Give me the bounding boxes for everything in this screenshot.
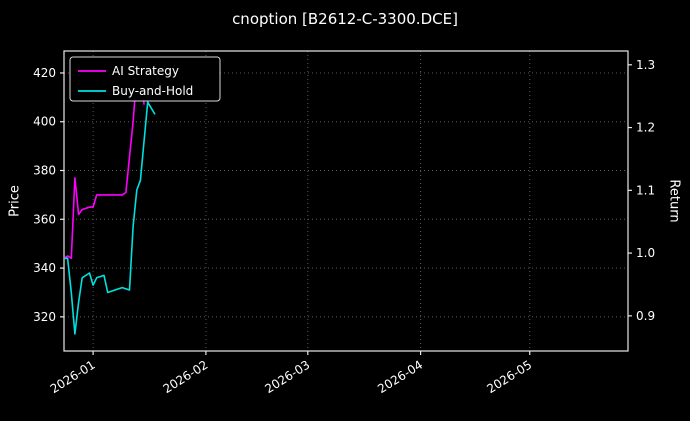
y-left-tick-label: 340 bbox=[33, 261, 56, 275]
y-left-tick-label: 360 bbox=[33, 212, 56, 226]
legend-box bbox=[69, 56, 221, 102]
x-tick-label: 2026-05 bbox=[484, 358, 534, 396]
series-lines bbox=[63, 72, 156, 335]
plot-border bbox=[63, 50, 629, 352]
y-right-tick-label: 1.0 bbox=[636, 246, 655, 260]
y-right-tick-label: 1.1 bbox=[636, 183, 655, 197]
line-buy-and-hold bbox=[64, 101, 156, 335]
y-left-tick-label: 380 bbox=[33, 164, 56, 178]
y-right-tick-label: 1.3 bbox=[636, 58, 655, 72]
y-right-tick-label: 0.9 bbox=[636, 309, 655, 323]
legend-label: Buy-and-Hold bbox=[112, 84, 193, 98]
y-left-tick-label: 400 bbox=[33, 115, 56, 129]
y-left-tick-label: 420 bbox=[33, 66, 56, 80]
axes: 2026-01 2026-02 2026-03 2026-04 2026-05 320 34… bbox=[33, 50, 655, 396]
legend: AI Strategy Buy-and-Hold bbox=[69, 56, 221, 102]
y-right-tick-label: 1.2 bbox=[636, 121, 655, 135]
x-tick-label: 2026-02 bbox=[161, 358, 211, 396]
x-tick-label: 2026-01 bbox=[48, 358, 98, 396]
y-left-tick-label: 320 bbox=[33, 310, 56, 324]
x-tick-label: 2026-03 bbox=[262, 358, 312, 396]
legend-label: AI Strategy bbox=[112, 64, 179, 78]
chart-title: cnoption [B2612-C-3300.DCE] bbox=[232, 10, 458, 28]
x-tick-label: 2026-04 bbox=[375, 358, 425, 396]
